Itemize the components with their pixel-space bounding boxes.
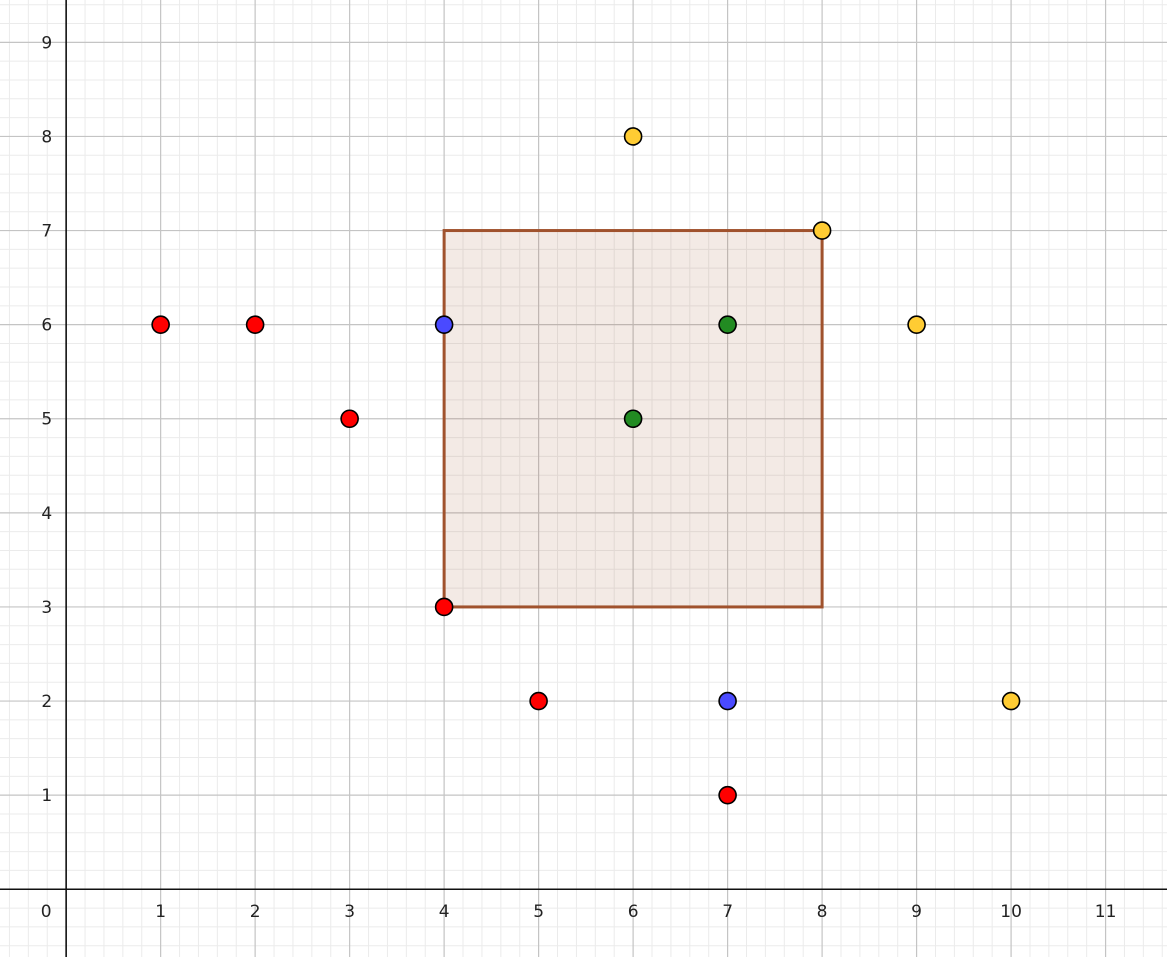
y-tick-label: 1 bbox=[41, 786, 52, 806]
x-tick-label: 2 bbox=[250, 902, 261, 922]
data-point bbox=[623, 409, 643, 429]
x-tick-label: 4 bbox=[439, 902, 450, 922]
data-points bbox=[151, 127, 1021, 805]
x-tick-label: 11 bbox=[1095, 902, 1117, 922]
data-point bbox=[434, 315, 454, 334]
x-tick-label: 6 bbox=[628, 902, 639, 922]
y-tick-label: 7 bbox=[41, 222, 52, 242]
data-point bbox=[529, 691, 548, 711]
y-tick-label: 2 bbox=[41, 692, 52, 712]
y-tick-label: 3 bbox=[41, 598, 52, 618]
data-point bbox=[1001, 691, 1021, 711]
x-tick-label: 10 bbox=[1000, 902, 1022, 922]
x-tick-label: 1 bbox=[155, 902, 166, 922]
data-point bbox=[718, 691, 737, 711]
data-point bbox=[623, 127, 643, 146]
data-point bbox=[718, 315, 737, 334]
data-point bbox=[907, 315, 926, 334]
x-tick-label: 8 bbox=[817, 902, 828, 922]
y-tick-label: 8 bbox=[41, 127, 52, 147]
data-point bbox=[718, 785, 737, 805]
data-point bbox=[812, 221, 832, 240]
y-tick-label: 6 bbox=[41, 316, 52, 336]
x-tick-label: 3 bbox=[344, 902, 355, 922]
data-point bbox=[434, 597, 454, 617]
y-tick-label: 5 bbox=[41, 410, 52, 430]
x-tick-label: 7 bbox=[722, 902, 733, 922]
x-tick-label: 9 bbox=[911, 902, 922, 922]
data-point bbox=[245, 315, 265, 334]
data-point bbox=[151, 315, 170, 334]
x-tick-label: 5 bbox=[533, 902, 544, 922]
data-point bbox=[340, 409, 359, 429]
x-tick-label: 0 bbox=[41, 902, 52, 922]
y-tick-label: 9 bbox=[41, 33, 52, 53]
y-tick-label: 4 bbox=[41, 504, 52, 524]
